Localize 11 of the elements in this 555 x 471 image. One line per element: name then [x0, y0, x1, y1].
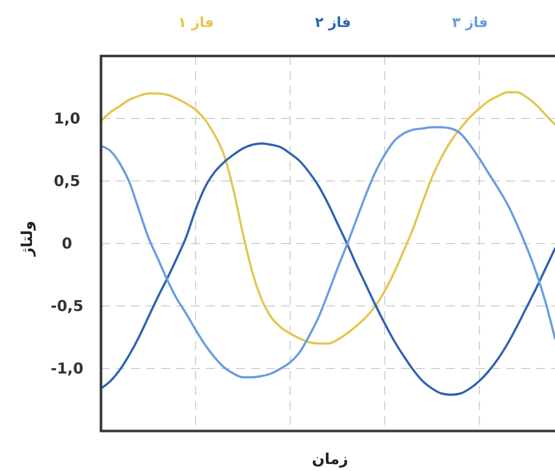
y-tick-label: 0,5	[54, 172, 80, 190]
y-tick-label: -0,5	[50, 297, 84, 315]
y-tick-label: 0	[62, 234, 72, 252]
text: فاز ۱	[178, 15, 214, 31]
y-axis-title: ولتاژ	[18, 220, 36, 258]
text: فاز ۲	[315, 15, 351, 31]
text: فاز ۳	[452, 15, 488, 31]
x-axis-title: زمان	[312, 450, 348, 468]
y-tick-label: -1,0	[50, 360, 84, 378]
y-tick-label: 1,0	[54, 110, 80, 128]
line-series	[100, 91, 555, 345]
